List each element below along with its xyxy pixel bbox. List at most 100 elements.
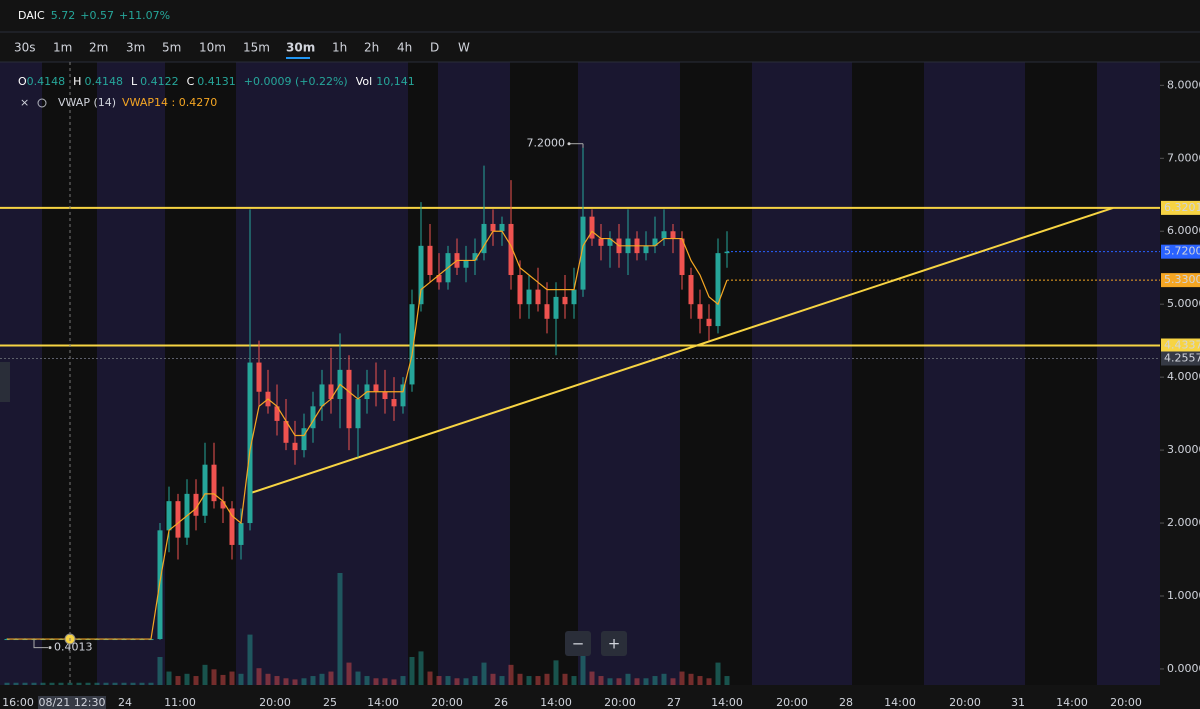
candle-body	[544, 304, 550, 319]
candle-body	[301, 428, 307, 451]
volume-bar	[112, 682, 118, 685]
candle-body	[283, 420, 289, 443]
close-icon[interactable]: ×	[20, 96, 29, 109]
volume-bar	[490, 673, 496, 685]
volume-bar	[193, 676, 199, 685]
price: 5.72	[51, 9, 76, 22]
volume-bar	[391, 679, 397, 685]
candle-body	[346, 369, 352, 429]
price-tag-label: 6.3201	[1164, 201, 1200, 214]
volume-bar	[427, 671, 433, 685]
candle-body	[247, 362, 253, 524]
candle-body	[553, 296, 559, 319]
candle-body	[580, 216, 586, 290]
timeframe-button[interactable]: 15m	[243, 41, 270, 55]
session-band	[852, 62, 924, 685]
price-tag-label: 4.2557	[1164, 351, 1200, 364]
timeframe-button[interactable]: D	[430, 41, 439, 55]
volume-bar	[4, 682, 10, 685]
timeframe-button[interactable]: 2h	[364, 41, 379, 55]
zoom-out-label[interactable]: −	[572, 635, 585, 653]
price-tag-label: 5.7200	[1164, 245, 1200, 258]
candle-body	[715, 253, 721, 327]
indicator-legend: VWAP (14) VWAP14 : 0.4270	[58, 96, 217, 109]
vwap-line	[7, 230, 728, 640]
value: 0.4148	[27, 75, 66, 88]
ohlc-legend: O0.4148 H 0.4148 L 0.4122 C 0.4131 +0.0009 (+0.…	[18, 75, 415, 88]
timeframe-button[interactable]: 30m	[286, 41, 315, 55]
change-pct: +11.07%	[119, 9, 170, 22]
value: 0.4122	[140, 75, 179, 88]
candle-body	[688, 275, 694, 305]
volume-bar	[202, 664, 208, 685]
volume-bar	[454, 678, 460, 685]
volume-bar	[229, 671, 235, 685]
candle-body	[508, 223, 514, 276]
volume-bar	[184, 673, 190, 685]
timeframe-button[interactable]: 30s	[14, 41, 36, 55]
candle-body	[670, 231, 676, 239]
volume-bar	[436, 676, 442, 685]
timeframe-button[interactable]: 4h	[397, 41, 412, 55]
volume-bar	[643, 678, 649, 685]
volume-bar	[508, 664, 514, 685]
change: +0.57	[80, 9, 114, 22]
x-tick-label: 20:00	[1110, 696, 1142, 709]
zoom-out[interactable]	[565, 631, 591, 656]
volume-bar	[76, 682, 82, 685]
candle-body	[517, 275, 523, 305]
timeframe-button[interactable]: 1m	[53, 41, 72, 55]
x-tick-label: 14:00	[1056, 696, 1088, 709]
volume-bar	[544, 673, 550, 685]
candle-body	[607, 238, 613, 246]
timeframe-button[interactable]: 2m	[89, 41, 108, 55]
indicator-name: VWAP (14)	[58, 96, 116, 109]
volume-bar	[418, 651, 424, 685]
volume-bar	[346, 662, 352, 685]
price-tag	[1161, 338, 1200, 353]
session-bands	[0, 62, 1160, 685]
x-tick-label: 14:00	[540, 696, 572, 709]
x-tick-label: 20:00	[949, 696, 981, 709]
volume-bar	[310, 676, 316, 685]
volume-bar	[634, 678, 640, 685]
high-label: 7.2000	[527, 137, 566, 150]
label: C	[187, 75, 195, 88]
x-tick-label: 28	[839, 696, 853, 709]
volume-bar	[481, 662, 487, 685]
volume-bar	[157, 657, 163, 685]
side-handle[interactable]	[0, 362, 10, 402]
timeframe-button[interactable]: 3m	[126, 41, 145, 55]
timeframe-button[interactable]: 1h	[332, 41, 347, 55]
eye-icon[interactable]	[37, 98, 47, 108]
time-axis	[0, 685, 1160, 709]
candle-body	[382, 391, 388, 400]
cursor-time-box	[38, 696, 106, 709]
volume-bar	[463, 678, 469, 685]
volume-bar	[103, 682, 109, 685]
zoom-in[interactable]	[601, 631, 627, 656]
candle-body	[526, 289, 532, 305]
volume-bar	[499, 676, 505, 685]
candle-body	[328, 384, 334, 400]
timeframe-button[interactable]: W	[458, 41, 470, 55]
zoom-in-label[interactable]: +	[608, 635, 621, 653]
volume-bar	[526, 676, 532, 685]
volume-bar	[256, 668, 262, 685]
session-band	[1025, 62, 1097, 685]
volume-bar	[607, 678, 613, 685]
x-tick-label: 20:00	[431, 696, 463, 709]
timeframe-button[interactable]: 5m	[162, 41, 181, 55]
candle-body	[175, 501, 181, 538]
timeframe-button[interactable]: 10m	[199, 41, 226, 55]
value: 10,141	[376, 75, 415, 88]
candle-body	[355, 399, 361, 429]
candle-body	[499, 223, 505, 232]
candle-body	[589, 216, 595, 239]
candle-body	[472, 253, 478, 261]
